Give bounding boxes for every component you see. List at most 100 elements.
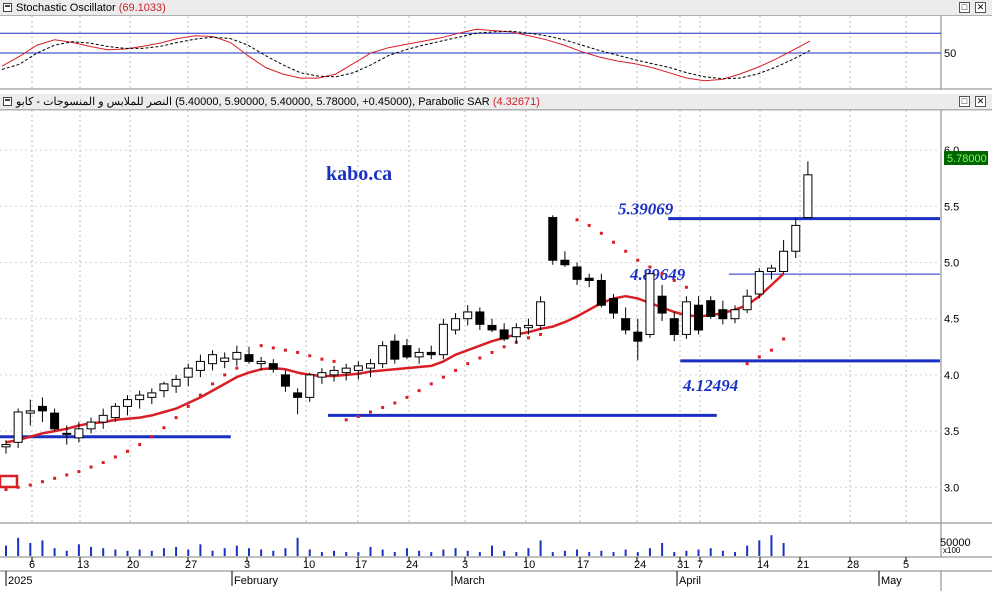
sar-dot (612, 240, 615, 244)
x-tick-label: 24 (406, 559, 418, 571)
price-tick-label: 4.0 (944, 370, 959, 382)
candle-body (378, 345, 388, 365)
sar-dot (769, 348, 773, 352)
sar-dot (624, 249, 628, 253)
sar-dot (150, 435, 154, 439)
candle-body (536, 301, 546, 326)
candle-body (305, 374, 315, 398)
candle-body (414, 351, 424, 358)
volume-bar (138, 549, 141, 556)
candle-body (74, 428, 84, 439)
volume-bar (175, 546, 178, 556)
volume-bar (381, 549, 384, 556)
sar-dot (53, 476, 57, 480)
volume-bars (5, 535, 785, 556)
volume-bar (527, 548, 530, 556)
volume-bar (600, 550, 603, 556)
volume-bar (5, 545, 7, 556)
x-tick-label: 10 (523, 559, 535, 571)
month-label: 2025 (8, 575, 32, 587)
volume-bar (333, 550, 336, 556)
candle-body (25, 410, 35, 414)
candle-body (487, 324, 497, 331)
sar-dot (77, 470, 81, 474)
volume-bar (685, 550, 688, 556)
month-label: March (454, 575, 485, 587)
volume-bar (709, 548, 712, 556)
volume-bar (199, 544, 202, 556)
candle-body (353, 365, 363, 371)
candle-body (742, 295, 752, 311)
price-title: النصر للملابس و المنسوجات - كابو (5.4000… (16, 94, 540, 110)
price-badge-text: 5.78000 (947, 153, 987, 165)
x-tick-label: 5 (903, 559, 909, 571)
volume-bar (272, 550, 275, 556)
sar-dot (672, 278, 676, 282)
candle-body (98, 414, 108, 423)
sar-dot (502, 345, 506, 349)
volume-bar (53, 548, 56, 556)
sar-dot (599, 231, 603, 235)
candle-body (596, 279, 606, 306)
candle-body (244, 354, 254, 362)
stochastic-tick-label: 50 (944, 48, 956, 60)
volume-bar (345, 552, 348, 556)
candle-body (779, 250, 789, 272)
sar-dot (4, 488, 8, 492)
candle-body (621, 318, 631, 331)
volume-bar (41, 540, 44, 556)
candle-body (730, 309, 740, 320)
close-icon[interactable]: ✕ (975, 96, 986, 107)
candle-body (499, 329, 509, 340)
sar-dot (332, 359, 336, 363)
candle-body (584, 277, 594, 281)
candle-body (754, 270, 764, 295)
x-tick-label: 13 (77, 559, 89, 571)
sar-dot (113, 455, 117, 459)
candle-body (13, 411, 23, 443)
grid (0, 16, 941, 523)
volume-bar (29, 543, 32, 556)
candle-body (256, 360, 266, 365)
sar-dot (259, 344, 263, 348)
volume-bar (150, 550, 153, 556)
volume-bar (515, 552, 518, 556)
sar-dot (356, 414, 360, 418)
candle-body (390, 340, 400, 360)
sar-dot (660, 272, 664, 276)
pane-menu-icon[interactable] (3, 97, 12, 106)
candle-body (633, 331, 643, 342)
candle-body (402, 345, 412, 358)
restore-icon[interactable]: □ (959, 2, 970, 13)
volume-bar (393, 552, 396, 556)
volume-bar (126, 550, 129, 556)
x-tick-label: 31 (677, 559, 689, 571)
watermark: kabo.ca (326, 163, 392, 185)
sar-dot (575, 218, 579, 222)
level-label: 4.89649 (629, 265, 686, 284)
restore-icon[interactable]: □ (959, 96, 970, 107)
candle-body (232, 351, 242, 360)
candle-body (317, 372, 327, 378)
stochastic-plot (0, 28, 941, 82)
candle-body (451, 318, 461, 331)
instrument-name: النصر للملابس و المنسوجات - كابو (16, 96, 173, 108)
volume-bar (442, 549, 445, 556)
sar-dot (40, 480, 44, 484)
volume-bar (551, 552, 554, 556)
pane-menu-icon[interactable] (3, 3, 12, 12)
price-tick-label: 3.5 (944, 426, 959, 438)
candle-body (609, 297, 618, 314)
x-tick-label: 6 (29, 559, 35, 571)
volume-bar (284, 548, 287, 556)
candle-body (268, 363, 278, 370)
sar-dot (429, 382, 433, 386)
candle-body (123, 399, 132, 407)
x-tick-label: 10 (303, 559, 315, 571)
sar-dot (782, 337, 786, 341)
volume-bar (478, 552, 481, 556)
candle-body (681, 301, 691, 335)
volume-bar (466, 550, 469, 556)
candle-body (220, 357, 230, 362)
close-icon[interactable]: ✕ (975, 2, 986, 13)
